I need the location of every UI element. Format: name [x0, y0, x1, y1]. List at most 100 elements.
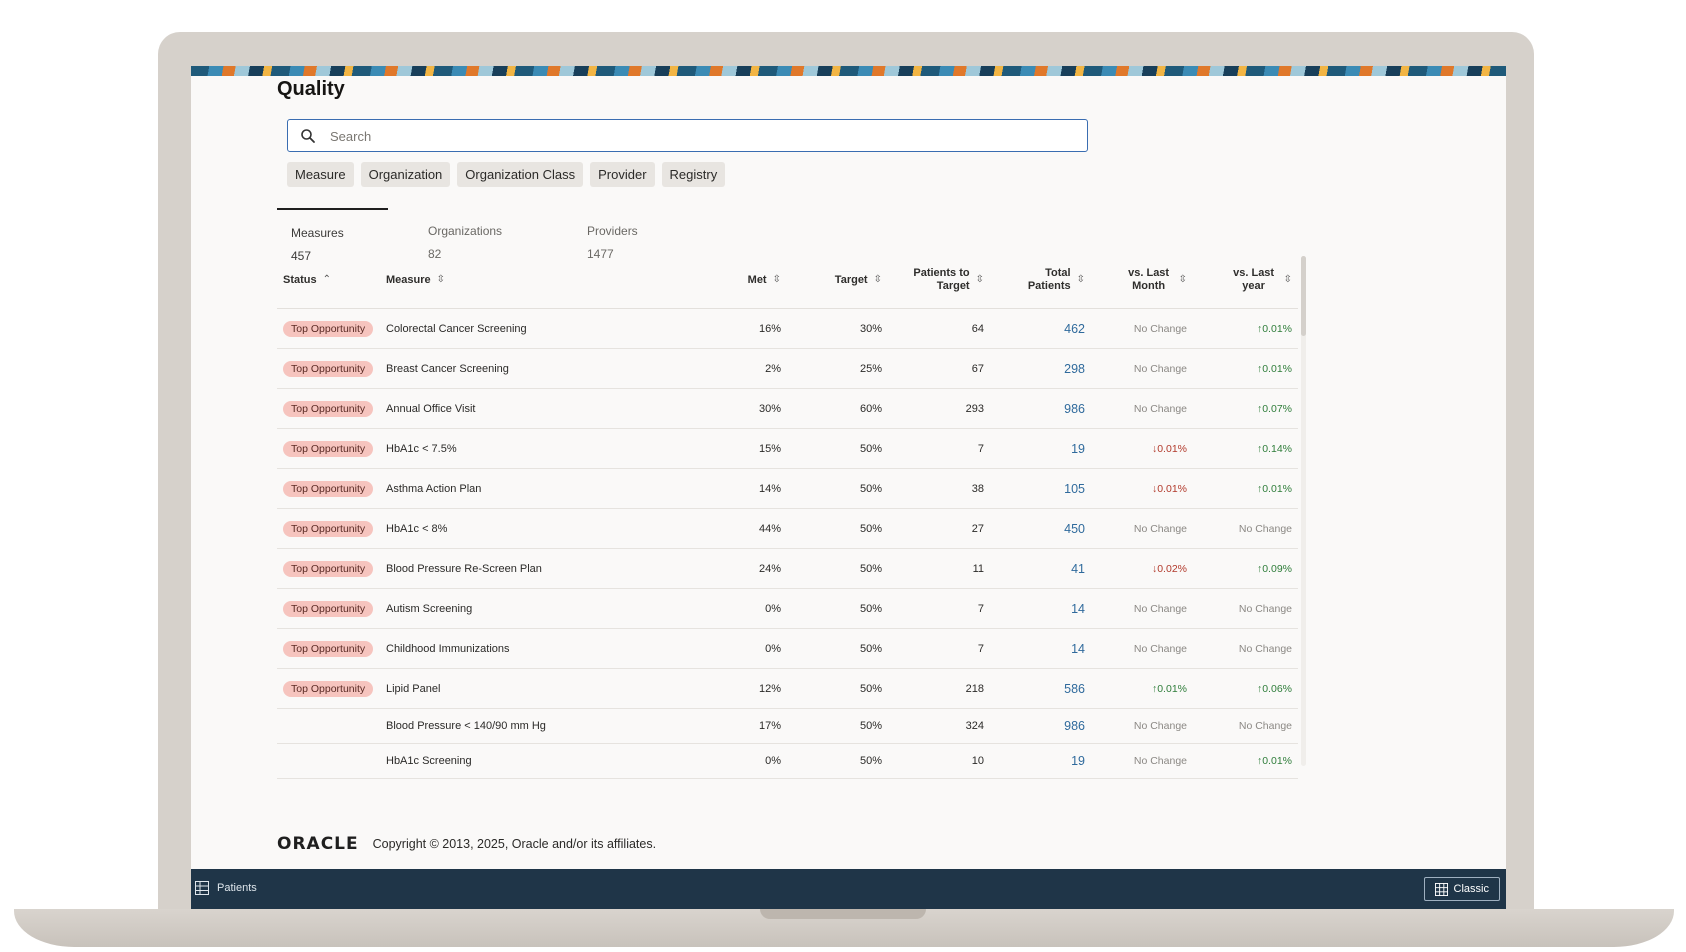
search-box[interactable] — [287, 119, 1088, 152]
scrollbar-thumb[interactable] — [1301, 256, 1306, 336]
cell-measure[interactable]: Autism Screening — [380, 588, 680, 629]
status-badge: Top Opportunity — [283, 360, 374, 377]
arrow-down-icon: ↓ — [1151, 562, 1158, 575]
total-patients-link[interactable]: 586 — [1064, 681, 1085, 696]
table-row[interactable]: HbA1c Screening 0% 50% 10 19 No Change ↑0.01% — [277, 743, 1298, 779]
cell-total-patients[interactable]: 19 — [990, 428, 1091, 469]
measures-table-container[interactable]: Status ⌃ Measure ⇳ Met ⇳ Target ⇳ Patients t… — [277, 252, 1307, 827]
table-row[interactable]: Blood Pressure < 140/90 mm Hg 17% 50% 324 98… — [277, 708, 1298, 744]
status-badge: Top Opportunity — [283, 480, 374, 497]
cell-target: 30% — [787, 308, 888, 349]
cell-measure[interactable]: Blood Pressure < 140/90 mm Hg — [380, 708, 680, 744]
filter-chip-registry[interactable]: Registry — [661, 162, 726, 187]
cell-total-patients[interactable]: 105 — [990, 468, 1091, 509]
column-header-vs-last-month[interactable]: vs. Last Month ⇳ — [1091, 252, 1193, 309]
column-header-met[interactable]: Met ⇳ — [680, 252, 787, 309]
cell-total-patients[interactable]: 14 — [990, 588, 1091, 629]
total-patients-link[interactable]: 105 — [1064, 481, 1085, 496]
search-input[interactable] — [328, 120, 1072, 152]
table-scrollbar[interactable] — [1301, 256, 1306, 766]
cell-total-patients[interactable]: 462 — [990, 308, 1091, 349]
cell-target: 50% — [787, 428, 888, 469]
total-patients-link[interactable]: 986 — [1064, 719, 1085, 733]
cell-measure[interactable]: Breast Cancer Screening — [380, 348, 680, 389]
cell-measure[interactable]: Colorectal Cancer Screening — [380, 308, 680, 349]
table-row[interactable]: Top Opportunity HbA1c < 8% 44% 50% 27 450 No C… — [277, 508, 1298, 549]
cell-total-patients[interactable]: 450 — [990, 508, 1091, 549]
filter-chip-measure[interactable]: Measure — [287, 162, 354, 187]
table-row[interactable]: Top Opportunity Lipid Panel 12% 50% 218 586 ↑0… — [277, 668, 1298, 709]
grid-icon — [195, 881, 209, 895]
cell-measure[interactable]: Childhood Immunizations — [380, 628, 680, 669]
cell-patients-to-target: 7 — [888, 428, 990, 469]
cell-vs-last-month: No Change — [1091, 628, 1193, 669]
cell-target: 50% — [787, 548, 888, 589]
cell-patients-to-target: 218 — [888, 668, 990, 709]
cell-met: 12% — [680, 668, 787, 709]
cell-vs-last-year: ↑0.01% — [1193, 348, 1298, 389]
arrow-up-icon: ↑ — [1256, 482, 1263, 495]
classic-button[interactable]: Classic — [1423, 877, 1500, 901]
column-header-measure[interactable]: Measure ⇳ — [380, 252, 680, 309]
cell-patients-to-target: 38 — [888, 468, 990, 509]
total-patients-link[interactable]: 986 — [1064, 401, 1085, 416]
sort-icon: ⇳ — [1076, 274, 1085, 286]
total-patients-link[interactable]: 14 — [1071, 601, 1085, 616]
cell-patients-to-target: 11 — [888, 548, 990, 589]
column-header-status[interactable]: Status ⌃ — [277, 252, 380, 309]
cell-met: 24% — [680, 548, 787, 589]
cell-vs-last-year: ↑0.01% — [1193, 308, 1298, 349]
cell-status: Top Opportunity — [277, 628, 380, 669]
cell-met: 0% — [680, 628, 787, 669]
cell-measure[interactable]: HbA1c < 8% — [380, 508, 680, 549]
cell-vs-last-month: No Change — [1091, 708, 1193, 744]
cell-measure[interactable]: Lipid Panel — [380, 668, 680, 709]
table-row[interactable]: Top Opportunity Autism Screening 0% 50% 7 14 N… — [277, 588, 1298, 629]
table-row[interactable]: Top Opportunity Childhood Immunizations 0%… — [277, 628, 1298, 669]
arrow-up-icon: ↑ — [1256, 362, 1263, 375]
total-patients-link[interactable]: 41 — [1071, 561, 1085, 576]
arrow-down-icon: ↓ — [1151, 442, 1158, 455]
cell-measure[interactable]: HbA1c < 7.5% — [380, 428, 680, 469]
cell-measure[interactable]: Asthma Action Plan — [380, 468, 680, 509]
tab-label: Providers — [587, 224, 638, 238]
column-header-patients-to-target[interactable]: Patients to Target ⇳ — [888, 252, 990, 309]
table-row[interactable]: Top Opportunity Breast Cancer Screening 2%… — [277, 348, 1298, 389]
cell-total-patients[interactable]: 986 — [990, 708, 1091, 744]
column-header-total-patients[interactable]: Total Patients ⇳ — [990, 252, 1091, 309]
sort-icon: ⇳ — [975, 274, 984, 286]
filter-chip-organization[interactable]: Organization — [360, 162, 451, 187]
cell-measure[interactable]: Annual Office Visit — [380, 388, 680, 429]
cell-total-patients[interactable]: 986 — [990, 388, 1091, 429]
cell-total-patients[interactable]: 298 — [990, 348, 1091, 389]
cell-measure[interactable]: HbA1c Screening — [380, 743, 680, 779]
cell-vs-last-month: No Change — [1091, 348, 1193, 389]
total-patients-link[interactable]: 19 — [1071, 754, 1085, 768]
table-row[interactable]: Top Opportunity Annual Office Visit 30% 60%… — [277, 388, 1298, 429]
patients-nav[interactable]: Patients — [195, 881, 257, 895]
table-row[interactable]: Top Opportunity Colorectal Cancer Screeni… — [277, 308, 1298, 349]
total-patients-link[interactable]: 14 — [1071, 641, 1085, 656]
total-patients-link[interactable]: 450 — [1064, 521, 1085, 536]
filter-chip-provider[interactable]: Provider — [590, 162, 655, 187]
table-row[interactable]: Top Opportunity Blood Pressure Re-Screen … — [277, 548, 1298, 589]
cell-total-patients[interactable]: 14 — [990, 628, 1091, 669]
arrow-up-icon: ↑ — [1151, 682, 1158, 695]
cell-status: Top Opportunity — [277, 468, 380, 509]
table-row[interactable]: Top Opportunity Asthma Action Plan 14% 50% 3… — [277, 468, 1298, 509]
table-row[interactable]: Top Opportunity HbA1c < 7.5% 15% 50% 7 19 ↓0.0… — [277, 428, 1298, 469]
total-patients-link[interactable]: 19 — [1071, 441, 1085, 456]
total-patients-link[interactable]: 462 — [1064, 321, 1085, 336]
cell-patients-to-target: 293 — [888, 388, 990, 429]
column-header-vs-last-year[interactable]: vs. Last year ⇳ — [1193, 252, 1298, 309]
cell-total-patients[interactable]: 41 — [990, 548, 1091, 589]
copyright-text: Copyright © 2013, 2025, Oracle and/or it… — [372, 837, 657, 851]
sort-icon: ⇳ — [1178, 274, 1187, 286]
column-header-target[interactable]: Target ⇳ — [787, 252, 888, 309]
total-patients-link[interactable]: 298 — [1064, 361, 1085, 376]
cell-total-patients[interactable]: 586 — [990, 668, 1091, 709]
cell-vs-last-month: ↓0.01% — [1091, 428, 1193, 469]
cell-total-patients[interactable]: 19 — [990, 743, 1091, 779]
cell-measure[interactable]: Blood Pressure Re-Screen Plan — [380, 548, 680, 589]
filter-chip-organization-class[interactable]: Organization Class — [457, 162, 584, 187]
